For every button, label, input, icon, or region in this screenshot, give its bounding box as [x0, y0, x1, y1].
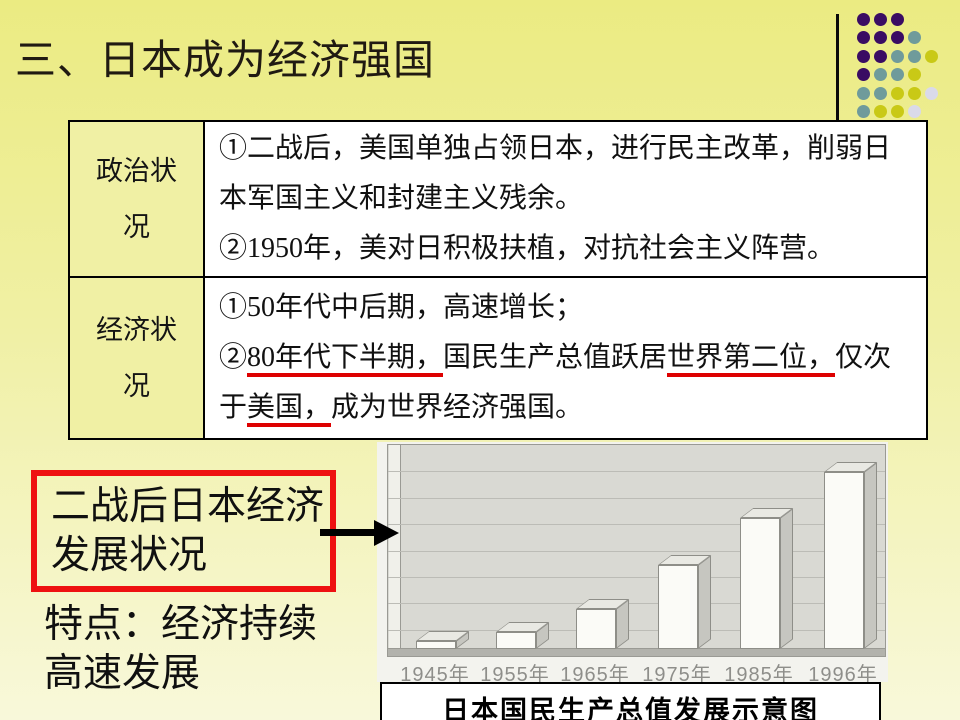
decor-dot — [908, 31, 921, 45]
chart-gridline — [388, 630, 885, 631]
table-row-economy: 经济状况 ①50年代中后期，高速增长； ②80年代下半期，国民生产总值跃居世界第… — [68, 276, 928, 440]
dots-decoration — [857, 13, 949, 129]
bar-front — [658, 565, 698, 649]
bar-front — [576, 609, 616, 649]
chart-plot — [387, 444, 886, 657]
row-header-economy: 经济状况 — [68, 276, 205, 440]
bar-side — [864, 462, 877, 649]
decor-dot — [857, 13, 870, 26]
slide-title: 三、日本成为经济强国 — [15, 37, 435, 83]
chart-bar — [658, 555, 712, 649]
row-header-politics: 政治状况 — [68, 120, 205, 278]
red-underlined-text: 美国， — [247, 392, 332, 427]
chart-gridline — [388, 471, 885, 472]
decor-dot — [908, 49, 921, 63]
chart-x-tick-label: 1996年 — [808, 664, 878, 686]
decor-dot — [908, 86, 921, 100]
text-segment: 成为世界经济强国。 — [331, 392, 584, 423]
bar-side — [616, 599, 629, 649]
row-content-economy: ①50年代中后期，高速增长； ②80年代下半期，国民生产总值跃居世界第二位，仅次… — [203, 276, 928, 440]
chart-gridline — [388, 577, 885, 578]
red-underlined-text: 80年代下半期， — [247, 342, 444, 377]
decor-dot — [908, 68, 921, 82]
economy-point-1: ①50年代中后期，高速增长； — [219, 283, 896, 333]
chart-x-tick-label: 1985年 — [724, 664, 794, 686]
chart-gridline — [388, 524, 885, 525]
decor-dot — [874, 13, 887, 26]
decor-dot — [908, 105, 921, 118]
text-segment: ② — [219, 342, 248, 373]
chart-gridline — [388, 498, 885, 499]
chart-bar — [576, 599, 630, 649]
chart-floor — [388, 648, 885, 656]
gnp-chart-image: 1945年 1955年 1965年 1975年 1985年 1996年 — [377, 442, 888, 686]
chart-bar — [496, 622, 550, 649]
decor-dot — [857, 49, 870, 63]
decor-dot — [925, 86, 938, 100]
text-segment: 国民生产总值跃居 — [443, 342, 668, 373]
info-table: 政治状况 ①二战后，美国单独占领日本，进行民主改革，削弱日本军国主义和封建主义残… — [68, 120, 928, 440]
decor-dot — [874, 49, 887, 63]
table-row-politics: 政治状况 ①二战后，美国单独占领日本，进行民主改革，削弱日本军国主义和封建主义残… — [68, 120, 928, 278]
chart-x-tick-label: 1945年 — [400, 664, 470, 686]
decor-dot — [857, 105, 870, 118]
politics-point-1: ①二战后，美国单独占领日本，进行民主改革，削弱日本军国主义和封建主义残余。 — [219, 124, 896, 224]
decor-dot — [874, 31, 887, 45]
chart-x-tick-label: 1955年 — [480, 664, 550, 686]
bar-front — [824, 472, 864, 649]
politics-point-2: ②1950年，美对日积极扶植，对抗社会主义阵营。 — [219, 224, 896, 274]
bar-side — [780, 508, 793, 649]
decor-dot — [874, 68, 887, 82]
row-content-politics: ①二战后，美国单独占领日本，进行民主改革，削弱日本军国主义和封建主义残余。 ②1… — [203, 120, 928, 278]
decor-dot — [857, 68, 870, 82]
chart-bar — [416, 631, 470, 649]
chart-caption: 日本国民生产总值发展示意图 — [380, 682, 881, 720]
decor-dot — [874, 86, 887, 100]
decor-dot — [874, 105, 887, 118]
chart-gridline — [388, 603, 885, 604]
chart-x-tick-label: 1975年 — [642, 664, 712, 686]
decor-dot — [891, 86, 904, 100]
economy-point-2: ②80年代下半期，国民生产总值跃居世界第二位，仅次于美国，成为世界经济强国。 — [219, 333, 896, 433]
decor-dot — [857, 31, 870, 45]
arrow-right-icon — [374, 520, 399, 546]
decor-dot — [925, 49, 938, 63]
decor-dot — [891, 31, 904, 45]
text-segment: ①二战后，美国单独占领日本，进行民主改革，削弱日本军国主义和封建主义残余。 — [219, 133, 892, 214]
decor-dot — [857, 86, 870, 100]
chart-gridline — [388, 551, 885, 552]
decor-dot — [891, 68, 904, 82]
bar-front — [496, 632, 536, 649]
arrow-right-shaft — [320, 529, 376, 536]
text-segment: 仅次于 — [219, 342, 892, 423]
bar-front — [740, 518, 780, 649]
bar-side — [698, 555, 711, 649]
text-segment: ①50年代中后期，高速增长； — [219, 292, 584, 323]
decor-vertical-line — [836, 14, 839, 120]
red-underlined-text: 世界第二位， — [667, 342, 836, 377]
features-text: 特点：经济持续高速发展 — [44, 603, 318, 695]
decor-dot — [891, 49, 904, 63]
callout-box: 二战后日本经济发展状况 — [31, 470, 336, 592]
decor-dot — [891, 13, 904, 26]
bar-front — [416, 641, 456, 649]
chart-bar — [740, 508, 794, 649]
text-segment: ②1950年，美对日积极扶植，对抗社会主义阵营。 — [219, 233, 836, 264]
decor-dot — [891, 105, 904, 118]
chart-x-tick-label: 1965年 — [560, 664, 630, 686]
chart-bar — [824, 462, 878, 649]
